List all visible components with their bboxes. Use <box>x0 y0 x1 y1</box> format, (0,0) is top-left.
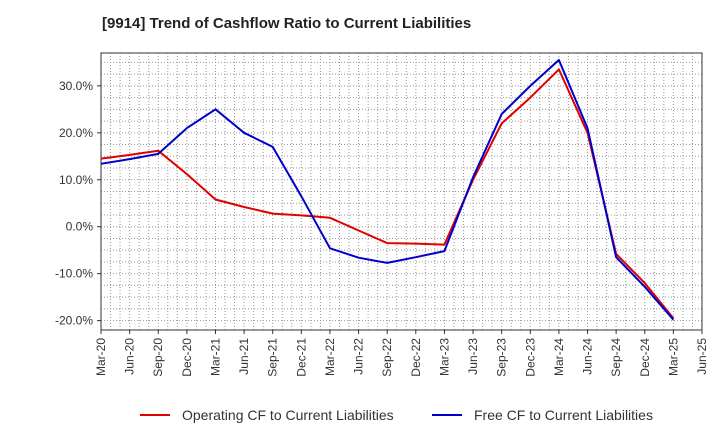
plot-border <box>100 52 703 331</box>
x-tick-label: Dec-20 <box>180 338 194 377</box>
x-tick-label: Mar-25 <box>666 338 680 376</box>
x-tick-label: Mar-23 <box>437 338 451 376</box>
y-tick-label: 10.0% <box>59 173 93 187</box>
x-tick-label: Mar-20 <box>94 338 108 376</box>
y-tick-label: 0.0% <box>66 220 94 234</box>
x-tick-label: Jun-23 <box>466 338 480 375</box>
series-line-operating-cf <box>100 68 675 319</box>
x-tick-label: Dec-21 <box>294 338 308 377</box>
x-tick-label: Sep-21 <box>266 338 280 377</box>
x-tick-label: Mar-21 <box>208 338 222 376</box>
x-tick-label: Sep-24 <box>609 338 623 377</box>
y-tick-label: -20.0% <box>55 314 93 328</box>
x-tick-label: Sep-23 <box>495 338 509 377</box>
y-tick-label: 20.0% <box>59 126 93 140</box>
x-tick-label: Sep-22 <box>380 338 394 377</box>
x-tick-label: Jun-20 <box>123 338 137 375</box>
x-tick-label: Dec-24 <box>638 338 652 377</box>
x-tick-label: Jun-21 <box>237 338 251 375</box>
x-tick-label: Jun-25 <box>695 338 709 375</box>
x-tick-label: Sep-20 <box>151 338 165 377</box>
y-tick-label: 30.0% <box>59 79 93 93</box>
x-tick-label: Jun-24 <box>581 338 595 375</box>
chart-title: [9914] Trend of Cashflow Ratio to Curren… <box>102 15 472 32</box>
x-tick-label: Dec-23 <box>523 338 537 377</box>
x-tick-label: Jun-22 <box>352 338 366 375</box>
legend-label: Operating CF to Current Liabilities <box>182 407 394 423</box>
y-tick-label: -10.0% <box>55 267 93 281</box>
x-tick-label: Dec-22 <box>409 338 423 377</box>
legend-label: Free CF to Current Liabilities <box>474 407 653 423</box>
x-tick-label: Mar-24 <box>552 338 566 376</box>
x-tick-label: Mar-22 <box>323 338 337 376</box>
series-line-free-cf <box>100 59 675 321</box>
